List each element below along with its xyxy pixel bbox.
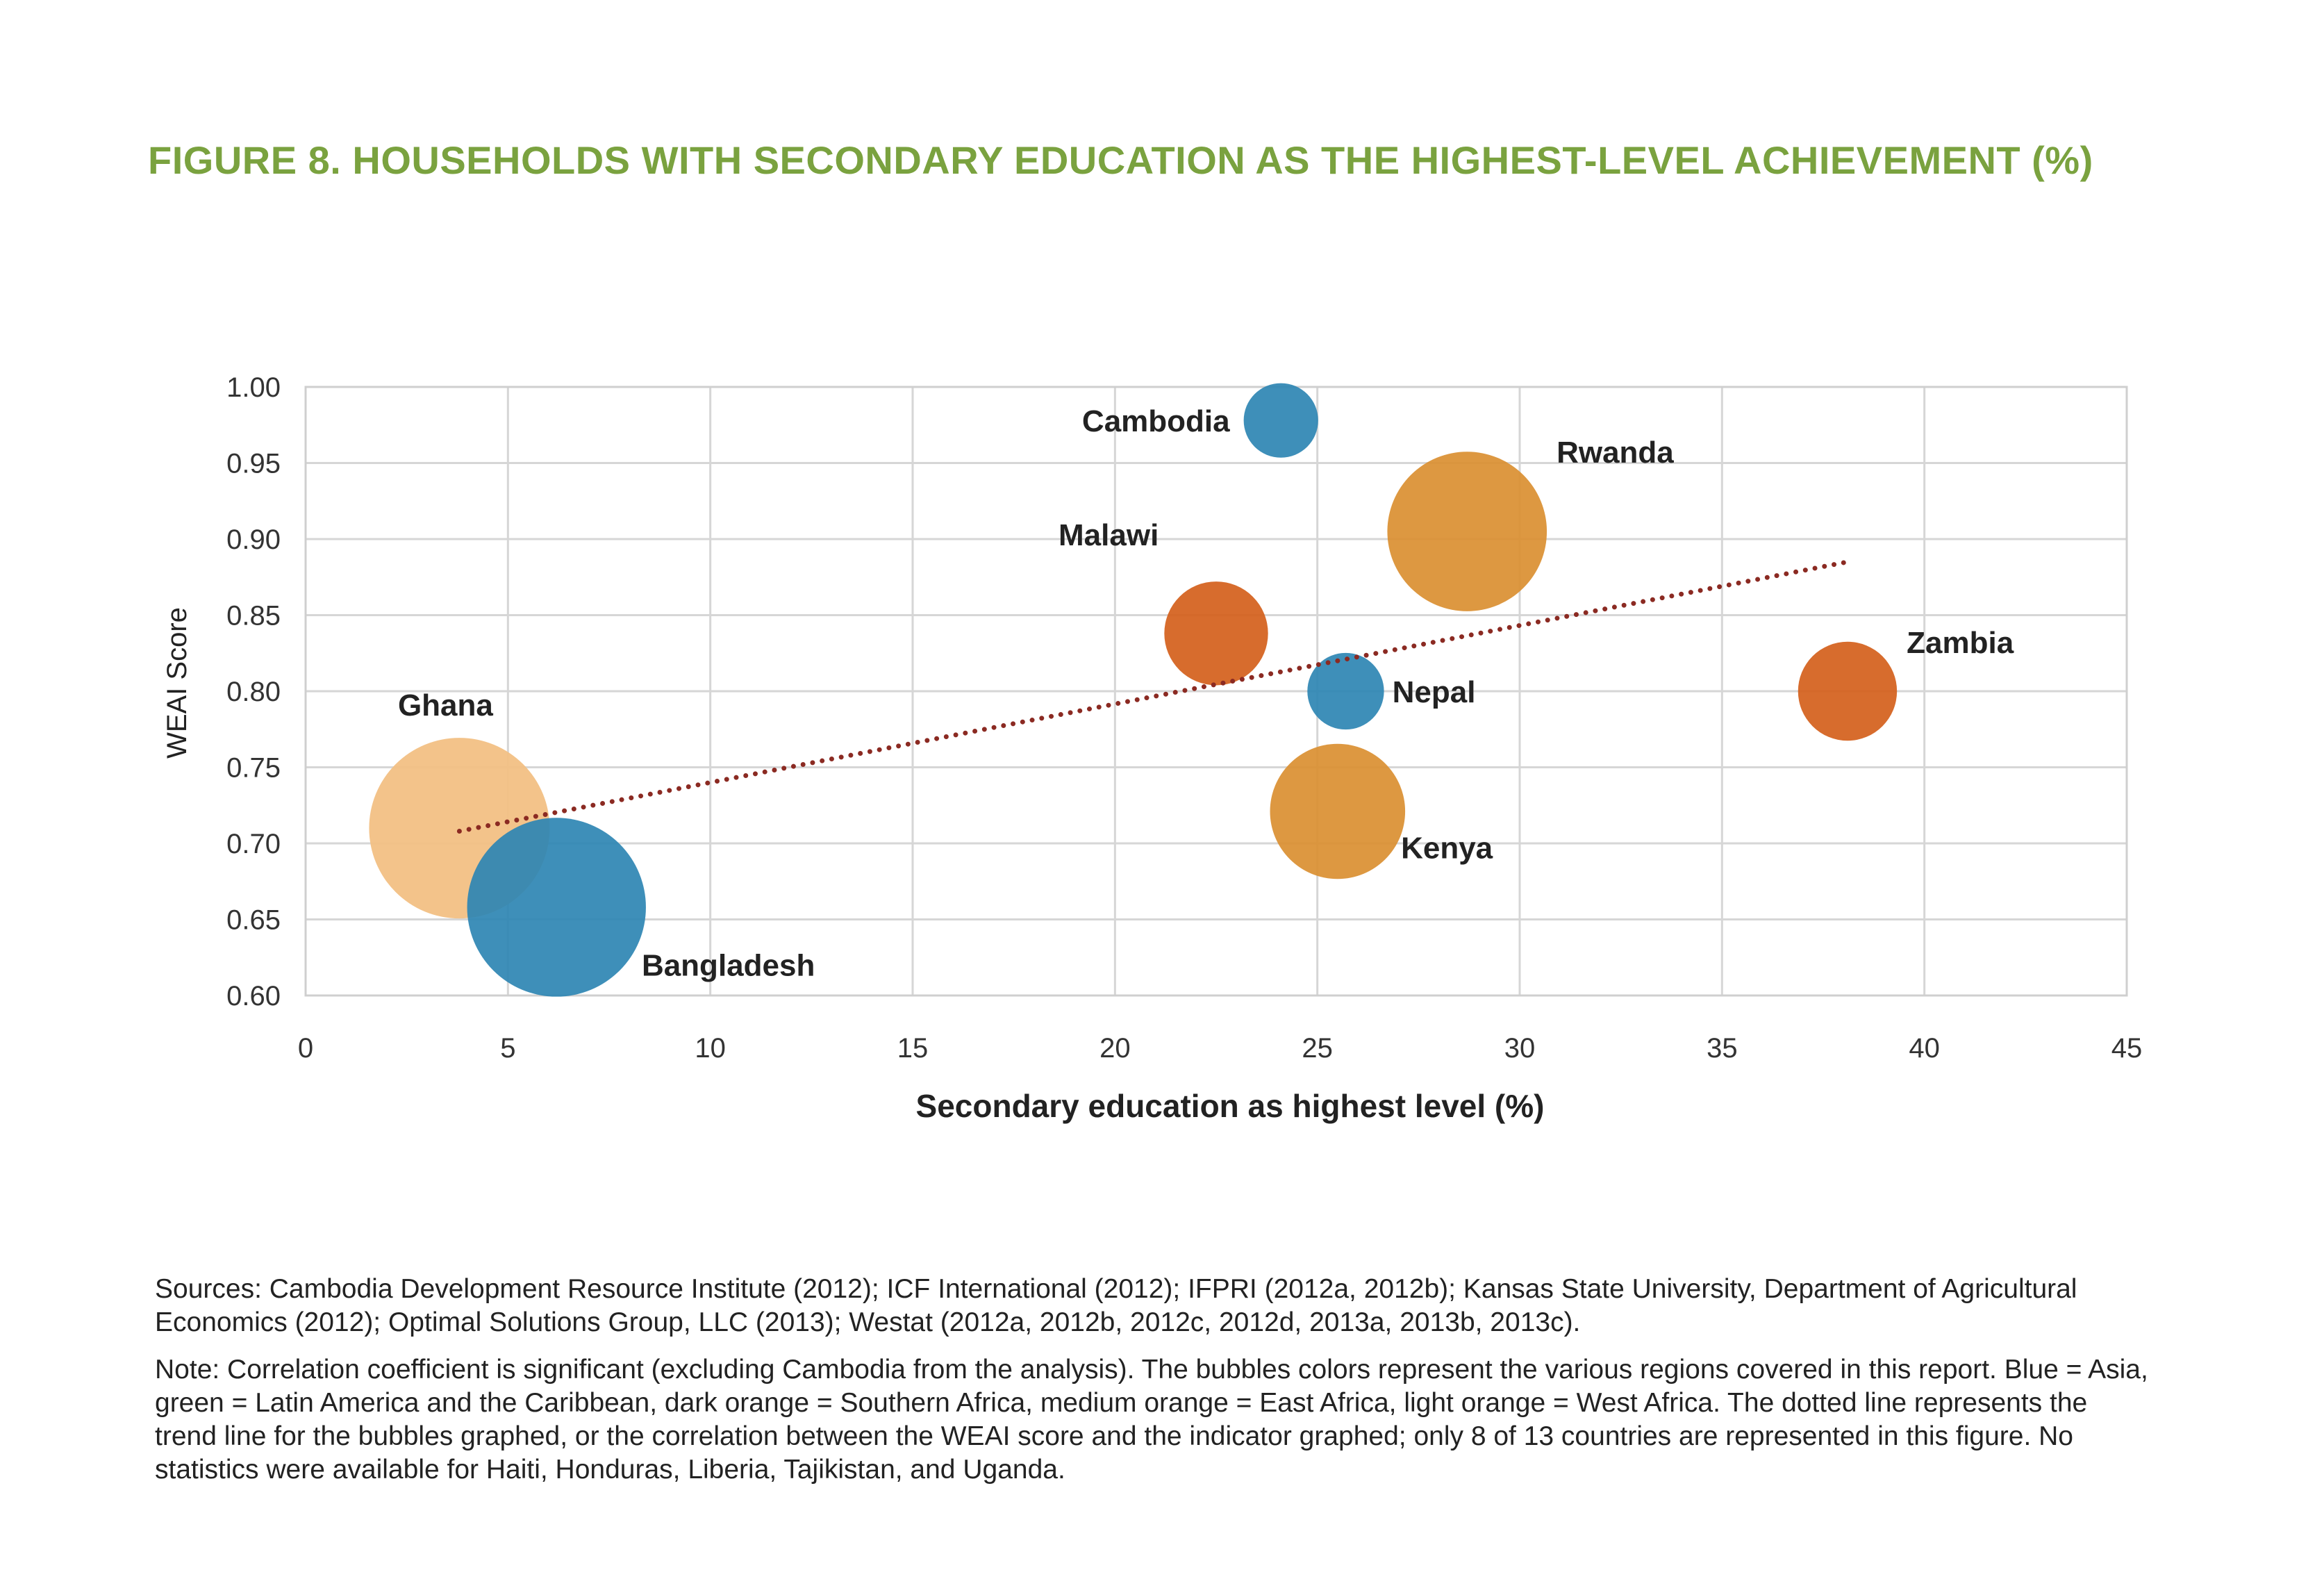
x-tick-label: 5 (500, 1033, 515, 1064)
bubble-malawi (1164, 581, 1268, 686)
plot-frame (304, 386, 2128, 997)
bubble-labels: Ghana Bangladesh Cambodia Rwanda Malawi Nepal… (398, 404, 2014, 982)
sources-text: Sources: Cambodia Development Resource I… (155, 1274, 2077, 1337)
x-tick-label: 0 (298, 1033, 313, 1064)
x-tick-label: 30 (1504, 1033, 1536, 1064)
y-tick-label: 0.80 (226, 677, 281, 707)
figure-title: FIGURE 8. HOUSEHOLDS WITH SECONDARY EDUC… (148, 138, 2093, 182)
bubble-label-ghana: Ghana (398, 688, 493, 722)
x-tick-label: 20 (1099, 1033, 1131, 1064)
bubble-label-rwanda: Rwanda (1557, 436, 1674, 470)
x-tick-label: 45 (2111, 1033, 2143, 1064)
x-axis-label: Secondary education as highest level (%) (916, 1088, 1545, 1124)
trend-line (456, 559, 1850, 834)
bubble-label-zambia: Zambia (1907, 626, 2014, 660)
bubble-label-bangladesh: Bangladesh (642, 949, 815, 983)
x-tick-labels: 0 5 10 15 20 25 30 35 40 45 (298, 1033, 2142, 1064)
y-tick-label: 0.70 (226, 829, 281, 859)
bubble-label-cambodia: Cambodia (1082, 404, 1230, 438)
bubble-label-kenya: Kenya (1401, 831, 1493, 865)
y-tick-label: 0.95 (226, 449, 281, 479)
x-tick-label: 40 (1909, 1033, 1940, 1064)
bubble-nepal (1307, 652, 1384, 730)
y-tick-label: 1.00 (226, 372, 281, 403)
bubble-bangladesh (467, 818, 646, 997)
y-tick-label: 0.60 (226, 981, 281, 1011)
x-tick-label: 35 (1707, 1033, 1738, 1064)
bubble-cambodia (1243, 383, 1318, 458)
x-tick-label: 25 (1302, 1033, 1333, 1064)
x-tick-label: 15 (897, 1033, 929, 1064)
y-tick-label: 0.75 (226, 753, 281, 784)
bubbles (369, 383, 1898, 997)
y-axis-label: WEAI Score (162, 607, 192, 759)
bubble-rwanda (1387, 452, 1547, 611)
bubble-label-malawi: Malawi (1059, 518, 1159, 552)
y-tick-labels: 0.60 0.65 0.70 0.75 0.80 0.85 0.90 0.95 1.00 (226, 372, 281, 1011)
note-text: Note: Correlation coefficient is signifi… (155, 1355, 2148, 1485)
y-tick-label: 0.65 (226, 905, 281, 936)
bubble-kenya (1270, 743, 1406, 879)
bubble-zambia (1798, 641, 1898, 741)
y-tick-label: 0.85 (226, 601, 281, 631)
y-tick-label: 0.90 (226, 524, 281, 555)
bubble-label-nepal: Nepal (1393, 675, 1476, 709)
x-tick-label: 10 (695, 1033, 726, 1064)
